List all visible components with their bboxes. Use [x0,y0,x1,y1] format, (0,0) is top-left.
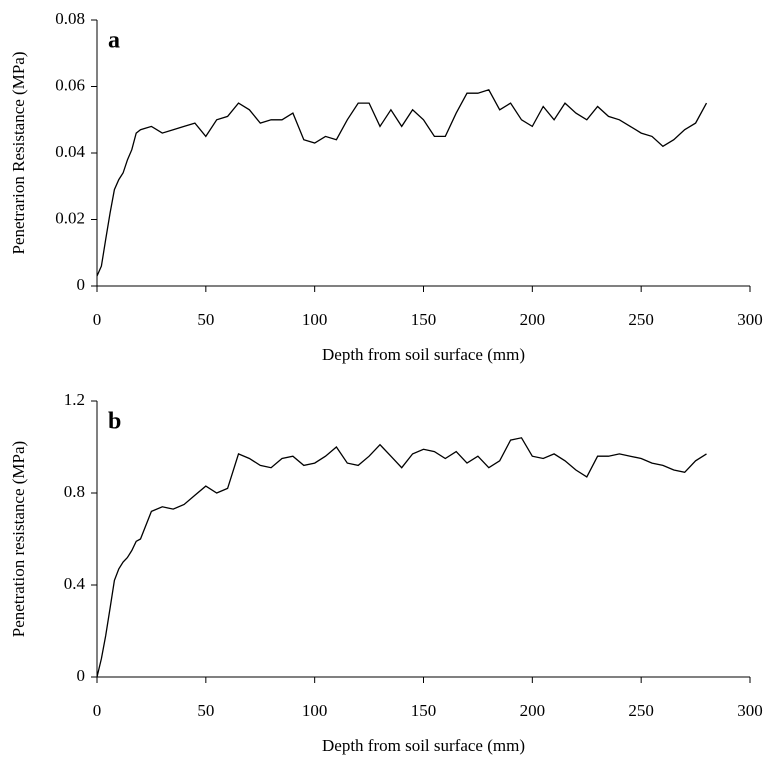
x-tick-label: 100 [302,701,328,720]
x-tick-label: 0 [93,701,102,720]
y-tick-label: 0 [77,275,86,294]
x-tick-label: 250 [628,310,654,329]
x-tick-label: 50 [197,310,214,329]
x-tick-label: 250 [628,701,654,720]
y-tick-label: 0.08 [55,9,85,28]
x-tick-label: 300 [737,310,763,329]
x-tick-label: 0 [93,310,102,329]
y-tick-label: 1.2 [64,390,85,409]
y-tick-label: 0.02 [55,208,85,227]
x-tick-label: 300 [737,701,763,720]
x-tick-label: 150 [411,701,437,720]
x-axis-label: Depth from soil surface (mm) [322,736,525,755]
y-axis-label: Penetrarion Resistance (MPa) [9,52,28,255]
panel-label: a [108,28,120,54]
x-tick-label: 100 [302,310,328,329]
x-axis-label: Depth from soil surface (mm) [322,345,525,364]
x-tick-label: 200 [520,310,546,329]
y-tick-label: 0 [77,666,86,685]
x-tick-label: 150 [411,310,437,329]
y-tick-label: 0.04 [55,142,85,161]
y-tick-label: 0.8 [64,482,85,501]
data-line [96,89,708,277]
y-tick-label: 0.4 [64,574,86,593]
y-axis-label: Penetration resistance (MPa) [9,441,28,637]
x-tick-label: 200 [520,701,546,720]
panel-label: b [108,409,121,435]
y-tick-label: 0.06 [55,75,85,94]
data-line [96,437,707,678]
x-tick-label: 50 [197,701,214,720]
